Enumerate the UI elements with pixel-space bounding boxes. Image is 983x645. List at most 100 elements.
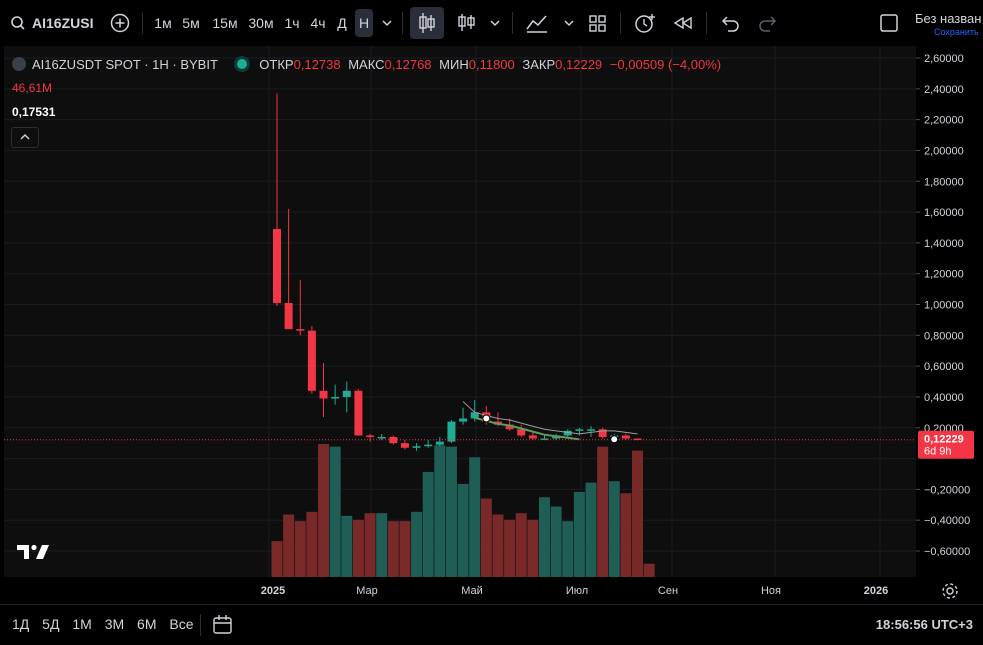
indicators-icon[interactable] bbox=[522, 9, 552, 37]
bar-chart-type-icon[interactable] bbox=[452, 9, 480, 37]
volume-bar bbox=[527, 519, 539, 577]
candle-body bbox=[435, 441, 444, 445]
volume-bar bbox=[550, 506, 562, 577]
volume-bar bbox=[399, 521, 411, 577]
symbol-logo-icon bbox=[12, 57, 26, 71]
price-tick-label: 1,40000 bbox=[924, 238, 964, 250]
price-tick-label: 1,20000 bbox=[924, 269, 964, 281]
volume-bar bbox=[643, 563, 655, 577]
collapse-legend-button[interactable] bbox=[11, 127, 39, 148]
chevron-down-icon[interactable] bbox=[378, 9, 396, 37]
volume-bar bbox=[492, 514, 504, 577]
range-6m[interactable]: 6М bbox=[137, 616, 157, 632]
range-5d[interactable]: 5Д bbox=[42, 616, 60, 632]
clock-timezone[interactable]: 18:56:56 UTC+3 bbox=[875, 617, 973, 632]
undo-icon[interactable] bbox=[718, 9, 742, 37]
chart-settings-gear-icon[interactable] bbox=[938, 580, 962, 602]
interval-1m[interactable]: 1м bbox=[154, 15, 172, 31]
interval-15m[interactable]: 15м bbox=[212, 15, 238, 31]
current-price-badge bbox=[918, 430, 974, 459]
low-label: МИН bbox=[439, 57, 469, 72]
legend-symbol-row: AI16ZUSDT SPOT · 1H · BYBIT ОТКР0,12738 … bbox=[12, 57, 721, 72]
symbol-search[interactable]: AI16ZUSI bbox=[32, 15, 94, 31]
candle-body bbox=[412, 446, 421, 448]
price-axis[interactable]: 2,60000 2,40000 2,20000 2,00000 1,80000 1,600… bbox=[916, 46, 983, 577]
time-tick-label: Мар bbox=[356, 585, 378, 597]
event-marker[interactable] bbox=[482, 414, 491, 423]
divider bbox=[706, 12, 707, 34]
price-tick-label: −0,60000 bbox=[924, 546, 970, 558]
price-tick-label: −0,40000 bbox=[924, 515, 970, 527]
replay-icon[interactable] bbox=[670, 9, 696, 37]
chevron-up-icon bbox=[20, 134, 30, 140]
high-value: 0,12768 bbox=[384, 57, 432, 72]
time-tick-label: Май bbox=[461, 585, 483, 597]
candle-body bbox=[505, 424, 514, 430]
candle-body bbox=[470, 412, 479, 419]
checkbox-icon[interactable] bbox=[878, 9, 902, 37]
add-symbol-icon[interactable] bbox=[106, 9, 134, 37]
event-marker[interactable] bbox=[610, 435, 619, 444]
interval-day[interactable]: Д bbox=[337, 15, 347, 31]
volume-bar bbox=[573, 491, 585, 577]
search-icon[interactable] bbox=[10, 9, 26, 37]
alert-clock-icon[interactable] bbox=[632, 9, 658, 37]
volume-bar bbox=[422, 471, 434, 577]
low-value: 0,11800 bbox=[468, 57, 515, 72]
candle-body bbox=[273, 229, 281, 303]
volume-bar bbox=[620, 493, 632, 577]
candle-body bbox=[528, 435, 537, 439]
interval-week[interactable]: Н bbox=[355, 9, 373, 37]
candle-body bbox=[389, 436, 398, 444]
range-3m[interactable]: 3М bbox=[104, 616, 125, 632]
candle-body bbox=[459, 418, 468, 422]
price-tick-label: 1,00000 bbox=[924, 300, 964, 312]
interval-5m[interactable]: 5м bbox=[182, 15, 200, 31]
redo-icon[interactable] bbox=[756, 9, 780, 37]
time-tick-label: Ноя bbox=[761, 585, 781, 597]
candle-body bbox=[563, 430, 572, 436]
volume-bar bbox=[434, 445, 446, 577]
volume-bar bbox=[632, 450, 644, 577]
time-tick-label: 2025 bbox=[261, 585, 285, 597]
price-tick-label: 0,60000 bbox=[924, 361, 964, 373]
volume-bar bbox=[387, 521, 399, 577]
close-label: ЗАКР bbox=[522, 57, 556, 72]
volume-bar bbox=[306, 511, 318, 577]
interval-1h[interactable]: 1ч bbox=[284, 15, 300, 31]
price-tick-label: −0,20000 bbox=[924, 484, 970, 496]
interval-4h[interactable]: 4ч bbox=[310, 15, 326, 31]
chevron-down-icon[interactable] bbox=[486, 9, 504, 37]
chevron-down-icon[interactable] bbox=[560, 9, 578, 37]
range-1d[interactable]: 1Д bbox=[12, 616, 30, 632]
volume-bar bbox=[329, 446, 341, 577]
price-tick-label: 1,60000 bbox=[924, 207, 964, 219]
open-label: ОТКР bbox=[259, 57, 294, 72]
goto-date-calendar-icon[interactable] bbox=[212, 613, 234, 642]
volume-bar bbox=[480, 498, 492, 577]
volume-bar bbox=[608, 481, 620, 577]
price-tick-label: 2,40000 bbox=[924, 84, 964, 96]
candle-body bbox=[587, 429, 596, 431]
save-status[interactable]: Сохранить bbox=[934, 27, 979, 37]
price-tick-label: 2,20000 bbox=[924, 115, 964, 127]
range-1m[interactable]: 1М bbox=[72, 616, 92, 632]
chart-pane[interactable]: AI16ZUSDT SPOT · 1H · BYBIT ОТКР0,12738 … bbox=[4, 46, 916, 577]
market-status-icon[interactable] bbox=[237, 59, 248, 69]
current-price-label: 0,12229 bbox=[924, 434, 964, 446]
divider bbox=[200, 614, 201, 636]
candles-chart-type-icon[interactable] bbox=[410, 7, 444, 39]
volume-bar bbox=[283, 514, 295, 577]
interval-30m[interactable]: 30м bbox=[248, 15, 274, 31]
layout-grid-icon[interactable] bbox=[586, 9, 610, 37]
candle-body bbox=[621, 435, 630, 439]
volume-bar bbox=[445, 446, 457, 577]
candlestick-chart[interactable] bbox=[4, 46, 916, 577]
candle-body bbox=[400, 443, 409, 448]
layout-title[interactable]: Без назван bbox=[915, 11, 982, 26]
time-tick-label: Сен bbox=[658, 585, 678, 597]
tradingview-logo-icon[interactable] bbox=[16, 542, 50, 567]
candle-body bbox=[296, 329, 305, 331]
time-axis[interactable]: 2025 Мар Май Июл Сен Ноя 2026 bbox=[4, 577, 916, 604]
range-all[interactable]: Все bbox=[169, 616, 194, 632]
